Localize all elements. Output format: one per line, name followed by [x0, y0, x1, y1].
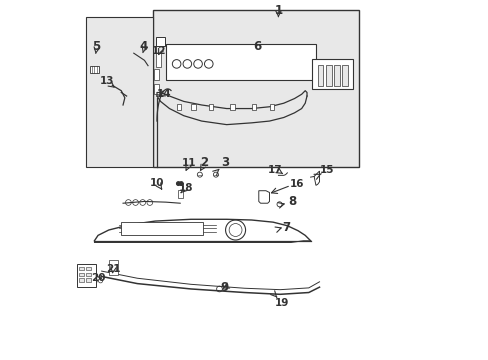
- Circle shape: [176, 182, 180, 185]
- Bar: [86, 267, 91, 270]
- Bar: [312, 59, 353, 89]
- Text: 1: 1: [274, 4, 282, 17]
- Bar: [154, 84, 159, 94]
- Text: 10: 10: [149, 177, 164, 188]
- Text: 3: 3: [221, 156, 228, 169]
- Text: 20: 20: [91, 273, 105, 283]
- Text: 14: 14: [157, 89, 171, 99]
- Bar: [154, 69, 159, 80]
- Bar: [79, 278, 83, 282]
- Bar: [156, 37, 164, 46]
- Text: 11: 11: [182, 158, 196, 168]
- Bar: [269, 104, 274, 111]
- Bar: [325, 64, 331, 86]
- Bar: [251, 104, 256, 111]
- Circle shape: [179, 182, 183, 185]
- Bar: [342, 64, 347, 86]
- Text: 4: 4: [140, 40, 147, 53]
- FancyBboxPatch shape: [165, 44, 315, 80]
- Bar: [121, 222, 203, 235]
- Bar: [90, 66, 99, 73]
- Text: 6: 6: [252, 40, 261, 53]
- Text: 9: 9: [220, 282, 228, 294]
- FancyBboxPatch shape: [153, 10, 358, 167]
- Text: 2: 2: [200, 156, 208, 169]
- Bar: [86, 278, 91, 282]
- Text: 18: 18: [178, 183, 193, 193]
- Text: 21: 21: [105, 264, 120, 274]
- Bar: [317, 64, 323, 86]
- Bar: [176, 104, 181, 111]
- Text: 7: 7: [282, 221, 290, 234]
- Bar: [86, 273, 91, 276]
- Bar: [230, 104, 234, 111]
- Text: 5: 5: [92, 40, 100, 53]
- Text: 13: 13: [100, 76, 114, 86]
- Bar: [79, 273, 83, 276]
- Text: 8: 8: [287, 195, 296, 208]
- Bar: [79, 267, 83, 270]
- Bar: [85, 18, 153, 167]
- Bar: [108, 260, 118, 275]
- Text: 15: 15: [319, 165, 333, 175]
- Text: 19: 19: [274, 298, 288, 308]
- Bar: [333, 64, 339, 86]
- Bar: [208, 104, 213, 111]
- Bar: [178, 190, 183, 198]
- Text: 17: 17: [268, 165, 283, 175]
- Bar: [190, 104, 195, 111]
- Bar: [77, 264, 96, 287]
- FancyBboxPatch shape: [156, 53, 161, 67]
- Text: 16: 16: [289, 179, 304, 189]
- Text: 12: 12: [152, 46, 166, 56]
